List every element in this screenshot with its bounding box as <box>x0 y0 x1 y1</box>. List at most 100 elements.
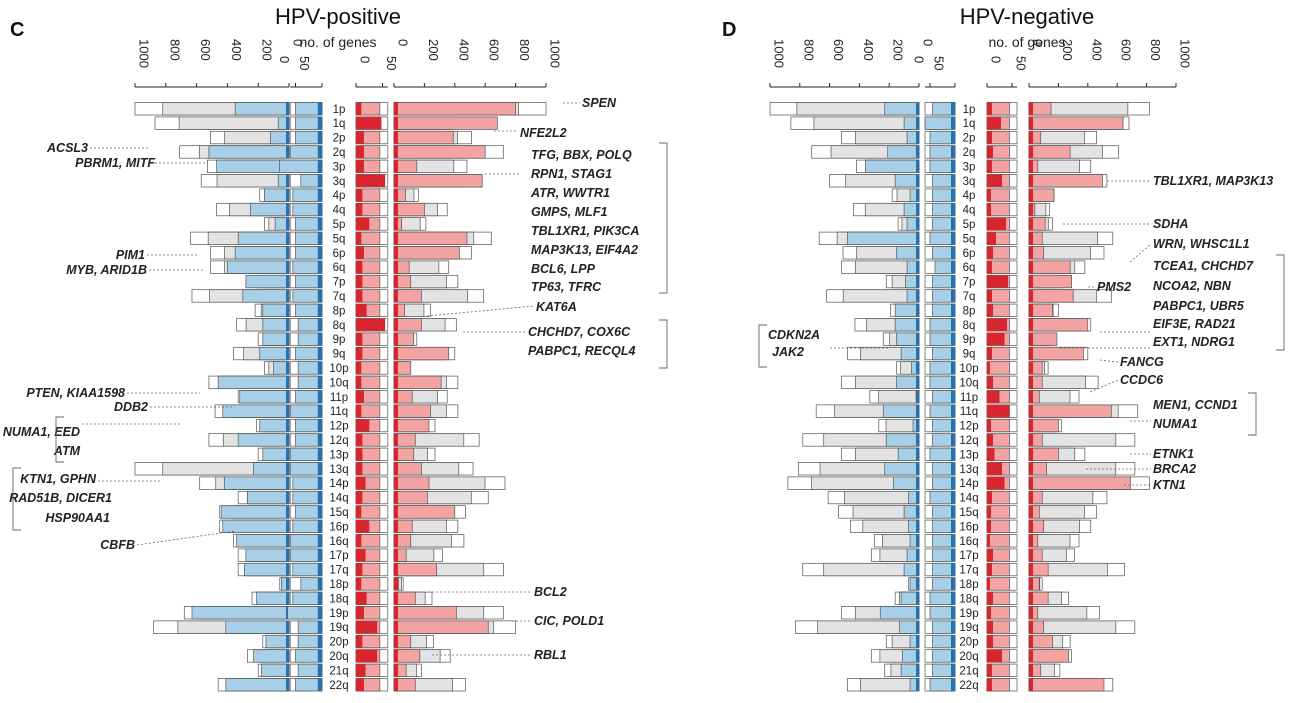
loss-significant-bar <box>256 591 290 605</box>
gene-label: DDB2 <box>114 400 148 414</box>
loss-significant-bar <box>234 102 290 116</box>
gain-significant-bar <box>393 130 454 145</box>
chromosome-arm-label: 5q <box>333 233 346 245</box>
gain-focal-tick <box>1029 390 1033 403</box>
loss-freq-focal <box>317 563 322 576</box>
loss-significant-bar <box>264 188 290 202</box>
loss-significant-bar <box>245 548 290 562</box>
loss-significant-bar <box>253 462 290 476</box>
left-axis-tick-label: 0 <box>921 39 936 46</box>
loss-focal-tick <box>286 102 289 115</box>
loss-focal-tick <box>916 592 919 605</box>
loss-freq-bar <box>292 260 323 274</box>
gain-focal-tick <box>1029 678 1033 691</box>
gain-focal-tick <box>1029 433 1033 447</box>
chromosome-arm-row: 5q <box>190 231 492 245</box>
loss-focal-tick <box>286 289 289 303</box>
gain-freq-bar <box>986 534 1010 548</box>
loss-significant-bar <box>237 231 290 245</box>
loss-focal-tick <box>286 188 289 202</box>
gain-freq-focal <box>356 260 363 274</box>
loss-significant-bar <box>216 159 290 173</box>
gain-focal-tick <box>394 649 398 663</box>
loss-freq-focal <box>317 462 322 475</box>
gain-significant-bar <box>393 116 498 130</box>
loss-focal-tick <box>916 376 919 389</box>
gain-freq-focal <box>356 404 362 418</box>
gain-focal-tick <box>394 563 398 576</box>
chromosome-arm-label: 10q <box>329 377 348 389</box>
loss-freq-focal <box>317 448 322 461</box>
gain-focal-tick <box>1029 606 1033 619</box>
chromosome-arm-row: 3p <box>856 159 1092 173</box>
chromosome-arm-label: 15q <box>329 507 348 519</box>
gain-focal-tick <box>1029 347 1033 360</box>
chromosome-arm-label: 17p <box>959 550 978 562</box>
gain-freq-bar <box>986 577 1010 591</box>
gain-freq-focal <box>987 649 1002 663</box>
chromosome-arm-label: 14q <box>959 493 978 505</box>
loss-focal-tick <box>916 563 919 576</box>
gain-focal-tick <box>1029 304 1033 317</box>
chromosome-arm-label: 11q <box>330 406 348 418</box>
gain-freq-focal <box>987 203 991 216</box>
loss-freq-focal <box>317 188 322 202</box>
left-axis-tick-label: 600 <box>831 39 846 61</box>
loss-freq-focal <box>951 304 955 317</box>
gain-focal-tick <box>394 491 398 504</box>
loss-freq-focal <box>951 376 955 389</box>
gain-freq-focal <box>356 635 363 648</box>
annotation-bracket <box>1248 392 1257 436</box>
loss-focal-tick <box>286 404 289 418</box>
chromosome-arm-label: 12p <box>959 421 978 433</box>
loss-freq-focal <box>951 361 955 375</box>
chromosome-arm-row: 2q <box>179 145 504 159</box>
gain-focal-tick <box>394 246 398 259</box>
loss-freq-bar <box>289 404 323 418</box>
loss-focal-tick <box>286 116 289 130</box>
chromosome-arm-row: 5p <box>264 217 427 231</box>
loss-freq-focal <box>951 246 955 259</box>
chromosome-arm-label: 13q <box>959 464 978 476</box>
gene-label: CDKN2A <box>768 328 820 342</box>
loss-focal-tick <box>916 419 919 432</box>
gain-significant-bar <box>393 289 422 303</box>
gain-freq-focal <box>987 304 993 317</box>
gain-focal-tick <box>394 419 398 432</box>
chromosome-arm-row: 6q <box>210 260 450 274</box>
chromosome-arm-row: 22q <box>217 678 466 692</box>
gain-freq-focal <box>356 548 366 562</box>
gain-focal-tick <box>1029 160 1033 173</box>
loss-focal-tick <box>916 145 919 159</box>
chromosome-arm-row: 9p <box>257 332 418 346</box>
chromosome-arm-label: 6q <box>963 262 976 274</box>
gene-label: BRCA2 <box>1153 462 1196 476</box>
loss-focal-tick <box>286 275 289 288</box>
gain-focal-tick <box>1029 289 1033 303</box>
gain-freq-focal <box>356 419 370 432</box>
loss-significant-bar <box>208 145 290 159</box>
chromosome-arm-label: 7p <box>963 277 976 289</box>
gain-freq-focal <box>356 246 364 259</box>
loss-freq-focal <box>317 534 322 547</box>
loss-sub-bar <box>178 116 290 130</box>
loss-freq-focal <box>317 620 322 634</box>
gain-freq-focal <box>987 246 993 259</box>
chromosome-arm-row: 21q <box>257 663 422 677</box>
chromosome-arm-row: 3q <box>829 174 1108 188</box>
loss-focal-tick <box>286 174 289 187</box>
loss-significant-bar <box>223 476 290 490</box>
chromosome-arm-label: 12p <box>329 421 348 433</box>
loss-freq-bar <box>292 591 323 605</box>
chromosome-arm-row: 2p <box>841 130 1097 145</box>
gain-focal-tick <box>1029 188 1033 202</box>
chromosome-arm-row: 17q <box>237 562 504 577</box>
chromosome-arm-row: 13q <box>134 462 474 476</box>
gain-freq-focal <box>987 520 991 533</box>
loss-freq-focal <box>951 577 955 591</box>
loss-freq-focal <box>317 145 322 159</box>
chromosome-arm-label: 11p <box>330 392 348 404</box>
loss-freq-focal <box>317 592 322 605</box>
loss-focal-tick <box>916 520 919 533</box>
chromosome-arm-row: 7q <box>826 289 1112 303</box>
